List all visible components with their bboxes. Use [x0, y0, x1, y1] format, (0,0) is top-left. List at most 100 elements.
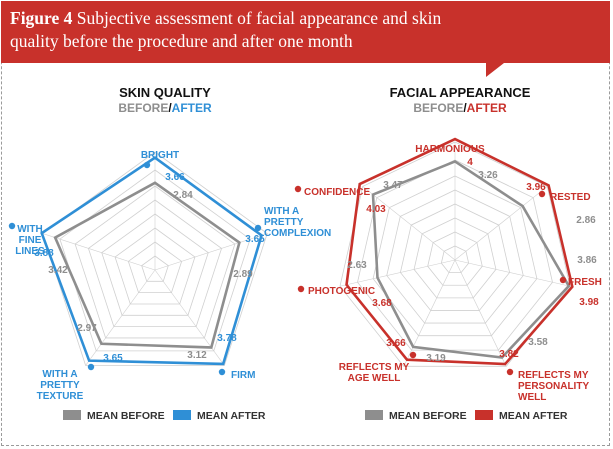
- figure-header: Figure 4 Subjective assessment of facial…: [1, 1, 610, 63]
- axis-label: FINE: [19, 235, 42, 246]
- value-label-before: 2.97: [77, 323, 97, 334]
- value-label-before: 3.26: [478, 170, 498, 181]
- axis-dot: [218, 368, 226, 376]
- axis-label: PRETTY: [264, 217, 304, 228]
- grid-spoke: [454, 186, 548, 261]
- value-label-after: 3.88: [34, 248, 54, 259]
- axis-dot: [409, 351, 417, 359]
- axis-label: WELL: [518, 392, 546, 403]
- axis-label: REFLECTS MY: [339, 362, 410, 373]
- grid-spoke: [403, 259, 456, 367]
- axis-label: LINES: [15, 246, 45, 257]
- axis-label: REFLECTS MY: [518, 370, 589, 381]
- grid-ring: [101, 213, 209, 316]
- value-label-before: 3.58: [528, 337, 548, 348]
- grid-ring: [74, 185, 236, 339]
- value-label-after: 3.65: [245, 234, 265, 245]
- legend-label-after: MEAN AFTER: [197, 410, 266, 422]
- axis-dot: [143, 161, 151, 169]
- grid-ring: [399, 203, 511, 311]
- value-label-after: 3.66: [165, 172, 185, 183]
- subtitle-separator: /: [168, 101, 172, 115]
- value-label-after: 3.66: [386, 338, 406, 349]
- grid-ring: [413, 217, 497, 299]
- chart-title: FACIAL APPEARANCE: [390, 85, 531, 100]
- value-label-before: 3.47: [383, 180, 403, 191]
- value-label-before: 2.86: [576, 215, 596, 226]
- grid-ring: [141, 255, 169, 282]
- legend-swatch-after: [173, 410, 191, 420]
- axis-label: BRIGHT: [141, 150, 179, 161]
- grid-ring: [386, 189, 524, 324]
- axis-dot: [559, 276, 567, 284]
- grid-spoke: [154, 233, 268, 271]
- value-label-before: 2.89: [233, 269, 253, 280]
- axis-label: AGE WELL: [348, 373, 401, 384]
- grid-spoke: [85, 269, 156, 366]
- axis-label: CONFIDENCE: [304, 187, 370, 198]
- axis-dot: [297, 285, 305, 293]
- series-before-line: [371, 159, 571, 359]
- legend-label-after: MEAN AFTER: [499, 410, 568, 422]
- chart-subtitle: BEFORE/AFTER: [118, 101, 212, 115]
- grid-ring: [440, 245, 470, 274]
- subtitle-before: BEFORE: [413, 101, 463, 115]
- subtitle-before: BEFORE: [118, 101, 168, 115]
- value-label-before: 3.42: [48, 265, 68, 276]
- grid-ring: [127, 241, 183, 294]
- axis-dot: [506, 368, 514, 376]
- value-label-after: 3.82: [499, 349, 519, 360]
- grid-spoke: [154, 269, 225, 366]
- value-label-after: 3.98: [579, 297, 599, 308]
- value-label-before: 3.19: [426, 353, 446, 364]
- value-label-after: 3.65: [103, 353, 123, 364]
- axis-dot: [294, 185, 302, 193]
- axis-label: RESTED: [550, 192, 591, 203]
- value-label-after: 4: [467, 157, 473, 168]
- axis-label: PHOTOGENIC: [308, 286, 375, 297]
- grid-spoke: [42, 233, 156, 271]
- axis-dot: [538, 190, 546, 198]
- axis-label: WITH A: [42, 369, 77, 380]
- value-label-after: 3.78: [217, 333, 237, 344]
- legend-label-before: MEAN BEFORE: [389, 410, 467, 422]
- value-label-before: 3.12: [187, 350, 207, 361]
- grid-ring: [339, 141, 571, 367]
- value-label-after: 3.68: [372, 298, 392, 309]
- legend-swatch-before: [63, 410, 81, 420]
- axis-label: PERSONALITY: [518, 381, 589, 392]
- axis-dot: [87, 363, 95, 371]
- grid-ring: [87, 199, 223, 328]
- grid-spoke: [454, 259, 507, 367]
- series-before-line: [53, 181, 241, 349]
- value-label-after: 3.96: [526, 182, 546, 193]
- subtitle-after: AFTER: [172, 101, 212, 115]
- axis-dot: [8, 222, 16, 230]
- legend-swatch-after: [475, 410, 493, 420]
- value-label-before: 2.63: [347, 260, 367, 271]
- value-label-before: 3.86: [577, 255, 597, 266]
- chart-subtitle: BEFORE/AFTER: [413, 101, 507, 115]
- grid-ring: [114, 227, 196, 305]
- grid-spoke: [339, 259, 456, 287]
- axis-label: FRESH: [568, 277, 602, 288]
- subtitle-separator: /: [463, 101, 467, 115]
- series-after-line: [345, 137, 574, 366]
- header-notch: [486, 63, 504, 77]
- figure-caption: Figure 4 Subjective assessment of facial…: [10, 7, 490, 53]
- axis-label: FIRM: [231, 370, 255, 381]
- axis-dot: [254, 224, 262, 232]
- axis-label: COMPLEXION: [264, 228, 331, 239]
- axis-label: TEXTURE: [37, 391, 84, 402]
- axis-label: HARMONIOUS: [415, 144, 485, 155]
- subtitle-after: AFTER: [467, 101, 507, 115]
- axis-label: WITH: [17, 224, 43, 235]
- caption-text: Subjective assessment of facial appearan…: [10, 8, 442, 51]
- axis-label: WITH A: [264, 206, 299, 217]
- value-label-before: 2.84: [173, 190, 193, 201]
- chart-title: SKIN QUALITY: [119, 85, 211, 100]
- grid-ring: [372, 175, 538, 337]
- axis-label: PRETTY: [40, 380, 80, 391]
- value-label-after: 4.03: [366, 204, 386, 215]
